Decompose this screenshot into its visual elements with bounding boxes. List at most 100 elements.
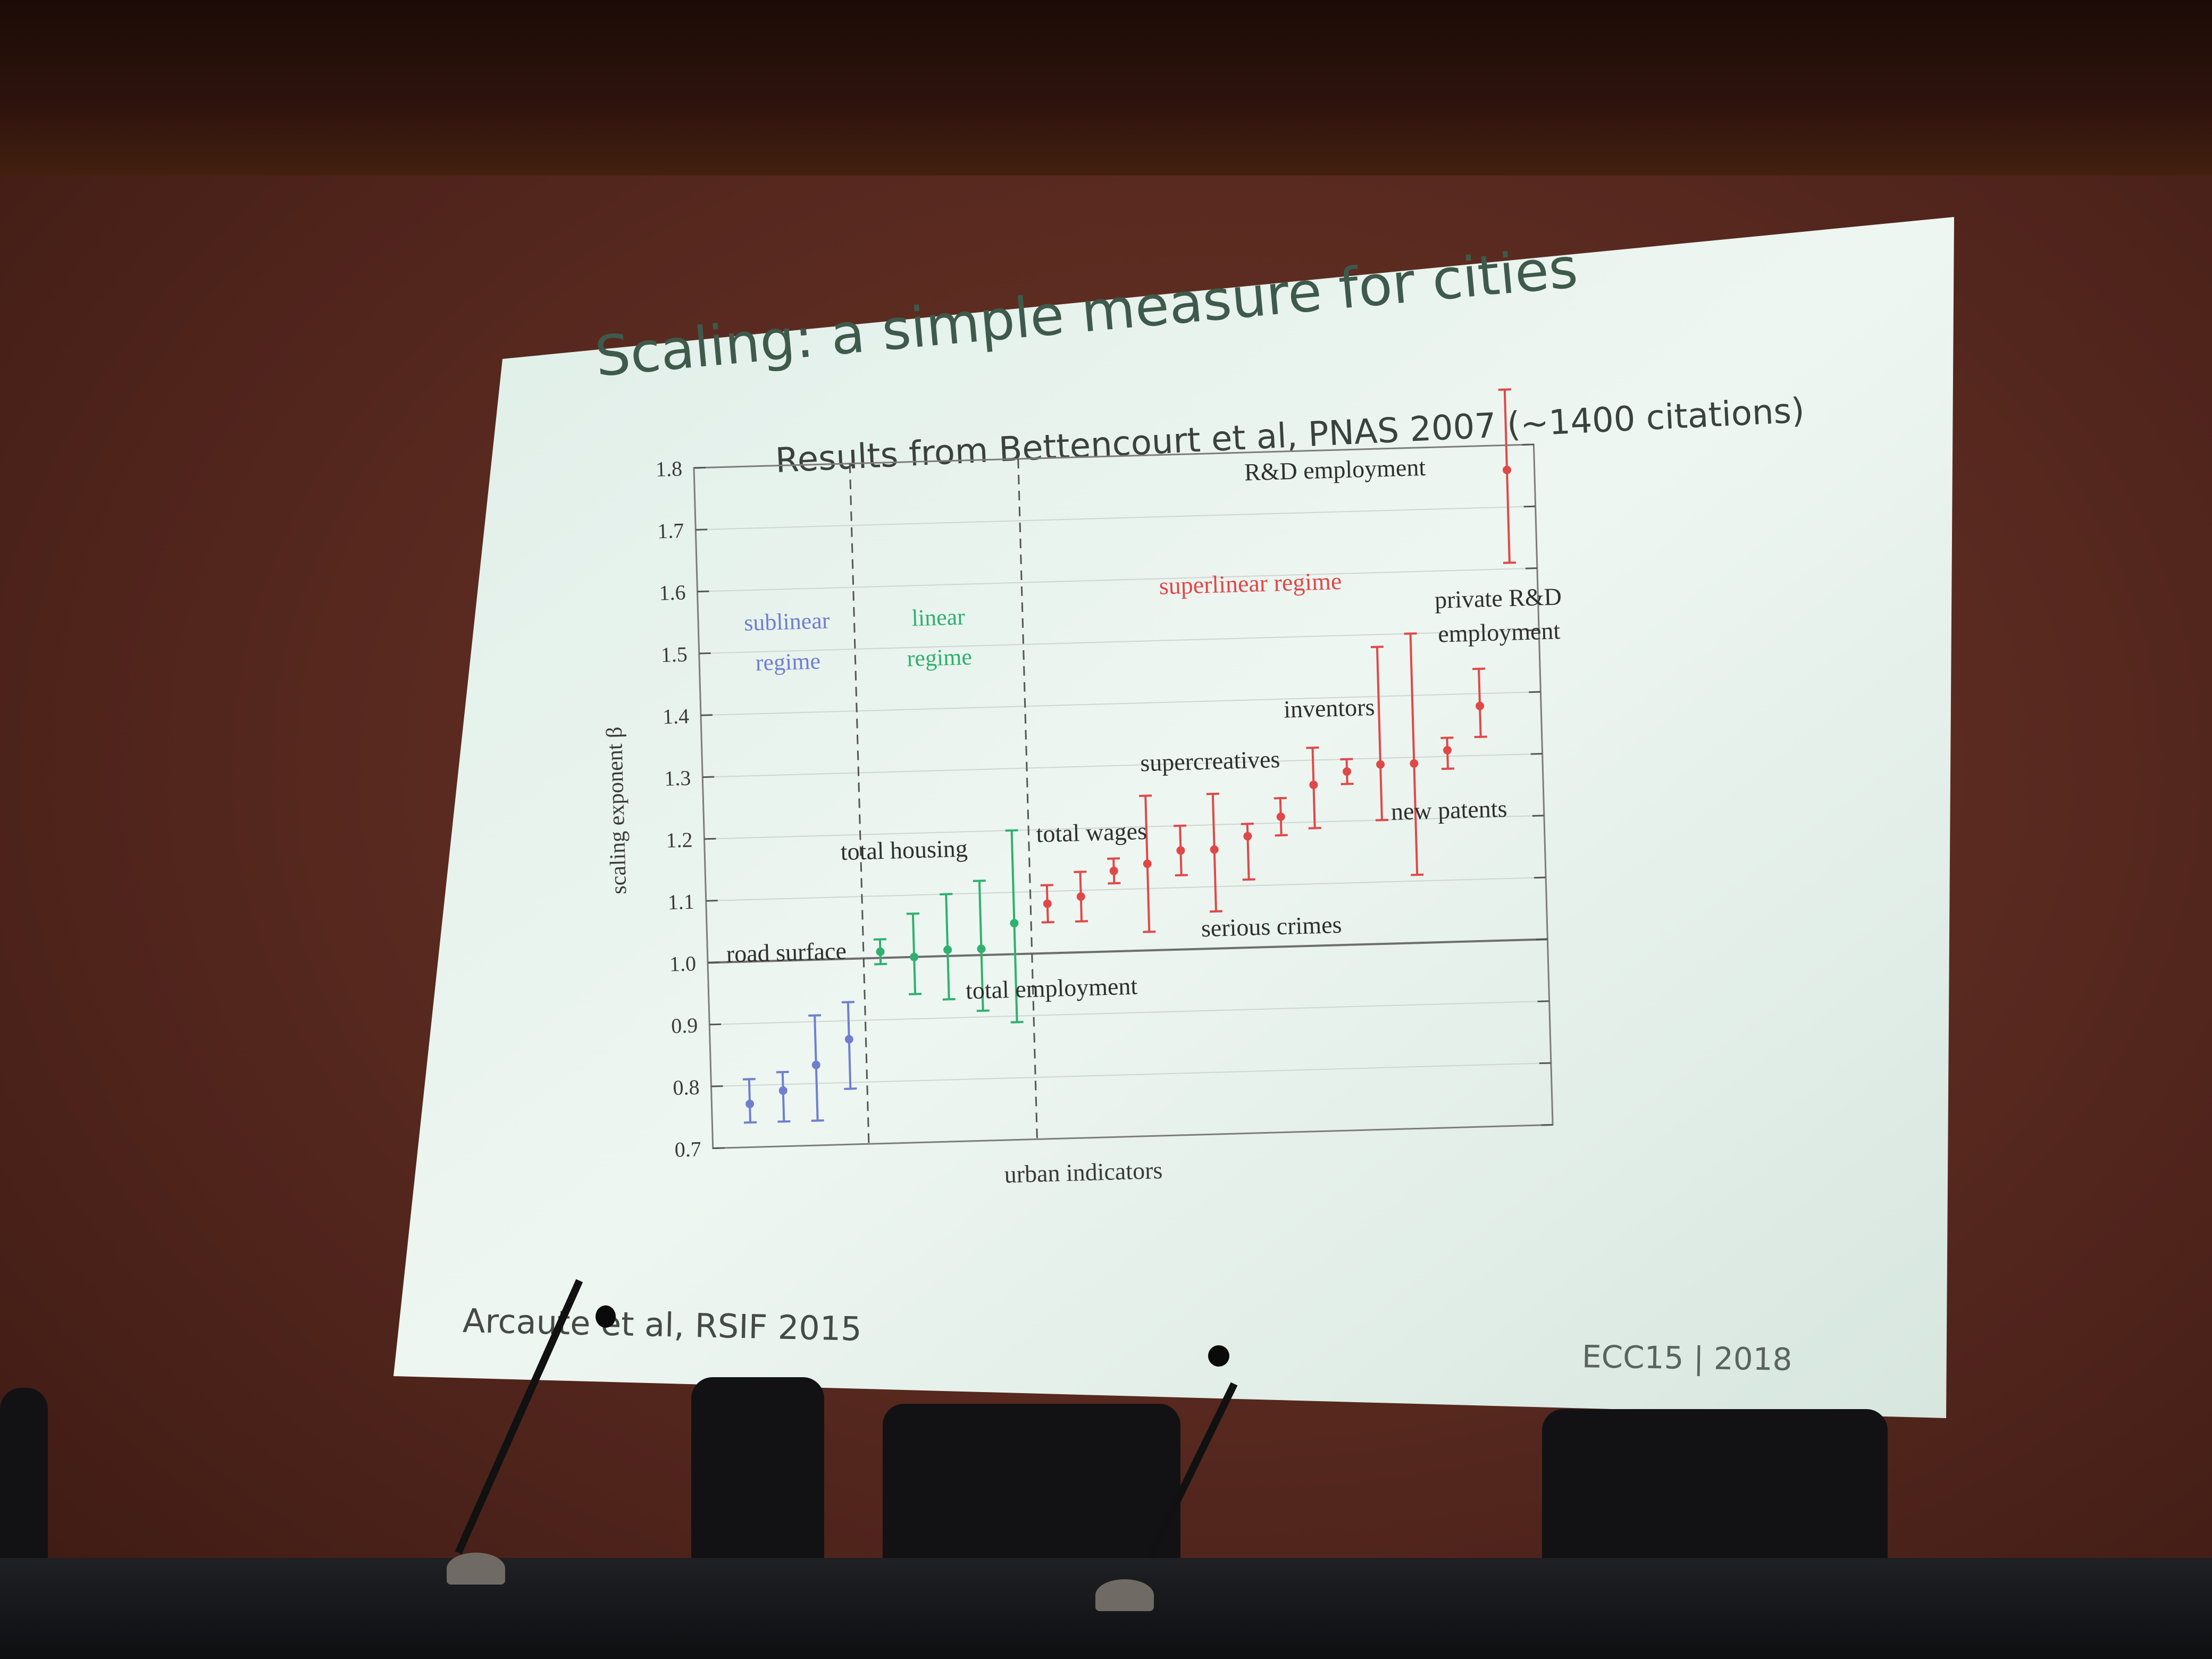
microphone-left-base: [447, 1553, 505, 1585]
y-tick-label: 1.7: [657, 518, 684, 543]
y-tick-mark-right: [1530, 752, 1543, 755]
grid-line: [704, 815, 1544, 840]
error-cap-top: [1404, 632, 1417, 635]
data-point: [745, 1100, 755, 1109]
data-point: [1176, 846, 1185, 855]
y-tick-mark: [697, 590, 709, 593]
slide-footer-right: ECC15 | 2018: [1581, 1338, 1792, 1378]
grid-line: [699, 629, 1539, 654]
error-cap-top: [808, 1014, 822, 1017]
y-tick-mark-right: [1537, 1000, 1549, 1002]
error-cap-bottom: [844, 1087, 857, 1090]
error-cap-bottom: [777, 1120, 791, 1123]
error-cap-top: [1498, 388, 1511, 391]
grid-line: [709, 1000, 1549, 1025]
data-point: [1376, 760, 1385, 769]
grid-line: [700, 691, 1541, 716]
data-point: [1503, 465, 1512, 474]
y-tick-label: 0.7: [674, 1137, 701, 1161]
error-cap-bottom: [1010, 1021, 1024, 1024]
y-axis-label: scaling exponent β: [602, 726, 632, 894]
regime-divider: [1017, 458, 1038, 1139]
y-tick-label: 1.2: [666, 828, 693, 852]
grid-line: [697, 567, 1537, 592]
data-point: [1276, 812, 1285, 821]
y-tick-mark: [707, 961, 720, 964]
error-cap-top: [1005, 829, 1018, 832]
error-cap-bottom: [1209, 910, 1223, 913]
grid-line: [706, 877, 1546, 902]
error-cap-bottom: [1275, 834, 1288, 837]
y-tick-mark-right: [1527, 629, 1539, 631]
annotation-label: total wages: [1036, 817, 1147, 848]
grid-line: [696, 506, 1536, 531]
microphone-right-head: [1208, 1345, 1229, 1367]
error-cap-top: [776, 1070, 789, 1074]
error-cap-bottom: [1175, 874, 1188, 877]
data-point: [1043, 899, 1052, 908]
data-point: [1143, 859, 1152, 868]
error-cap-bottom: [1441, 767, 1455, 770]
y-tick-label: 1.4: [662, 704, 689, 728]
y-tick-label: 0.8: [673, 1075, 700, 1100]
annotation-label: serious crimes: [1201, 911, 1342, 942]
annotation-label: inventors: [1283, 693, 1375, 723]
plot-frame: [693, 443, 1554, 1150]
error-cap-bottom: [942, 998, 956, 1001]
y-tick-mark-right: [1523, 505, 1536, 508]
data-point: [1410, 759, 1419, 768]
error-cap-top: [1139, 794, 1152, 797]
data-point: [1210, 845, 1219, 854]
data-point: [844, 1035, 853, 1044]
regime-label-superlinear: superlinear regime: [1159, 567, 1342, 600]
annotation-label: total housing: [840, 835, 968, 866]
data-point: [811, 1060, 820, 1069]
y-tick-label: 1.5: [660, 642, 688, 667]
error-bar: [1376, 647, 1383, 820]
grid-line: [711, 1062, 1551, 1087]
error-cap-top: [1273, 797, 1287, 800]
error-bar: [781, 1072, 785, 1122]
data-point: [1309, 781, 1318, 790]
data-point: [1476, 701, 1485, 710]
annotation-label: road surface: [726, 937, 847, 967]
y-tick-mark-right: [1534, 876, 1546, 879]
data-point: [943, 945, 952, 954]
data-point: [876, 947, 885, 956]
annotation-label: R&D employment: [1244, 454, 1426, 486]
regime-label-linear-2: regime: [907, 644, 972, 672]
y-tick-mark-right: [1525, 567, 1537, 569]
error-cap-bottom: [874, 962, 887, 966]
data-point: [910, 952, 919, 961]
grid-line: [702, 753, 1543, 778]
error-cap-bottom: [744, 1121, 757, 1124]
error-bar: [1503, 389, 1511, 563]
y-tick-label: 1.1: [667, 890, 694, 914]
y-tick-label: 0.9: [671, 1013, 698, 1037]
y-tick-mark: [700, 714, 713, 716]
annotation-label: private R&D: [1434, 583, 1562, 614]
y-tick-label: 1.3: [664, 766, 691, 790]
regime-divider: [849, 463, 870, 1144]
regime-label-sublinear-2: regime: [755, 648, 820, 676]
y-tick-mark: [693, 466, 706, 469]
data-point: [1076, 892, 1085, 901]
error-bar: [847, 1002, 852, 1089]
error-cap-bottom: [1242, 878, 1255, 881]
regime-label-sublinear: sublinear: [744, 607, 831, 635]
chair-far-left: [0, 1388, 48, 1579]
y-tick-label: 1.8: [655, 457, 682, 481]
y-tick-mark: [713, 1147, 725, 1150]
data-point: [977, 944, 986, 953]
error-cap-bottom: [811, 1119, 824, 1122]
y-tick-label: 1.6: [659, 580, 686, 605]
y-tick-label: 1.0: [669, 951, 696, 976]
reference-line: [707, 938, 1548, 964]
regime-label-linear: linear: [911, 604, 966, 631]
error-cap-top: [873, 938, 886, 941]
y-tick-mark-right: [1536, 938, 1548, 941]
error-cap-bottom: [1108, 882, 1121, 885]
data-point: [1243, 832, 1252, 841]
